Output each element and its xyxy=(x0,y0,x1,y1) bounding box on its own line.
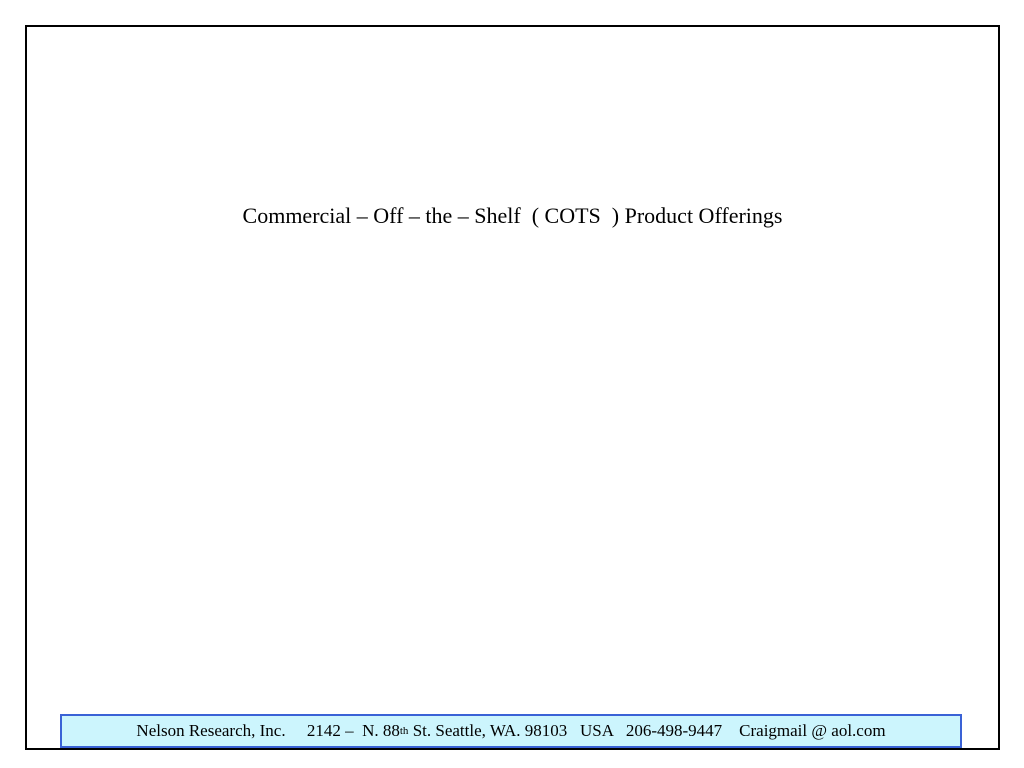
slide-title: Commercial – Off – the – Shelf ( COTS ) … xyxy=(242,203,783,228)
footer-street-prefix: 2142 – N. 88 xyxy=(285,721,400,740)
footer-street-suffix: St. Seattle, WA. 98103 USA 206-498-9447 … xyxy=(408,721,886,740)
footer-company: Nelson Research, Inc. xyxy=(136,721,286,740)
slide-frame: Commercial – Off – the – Shelf ( COTS ) … xyxy=(25,25,1000,750)
